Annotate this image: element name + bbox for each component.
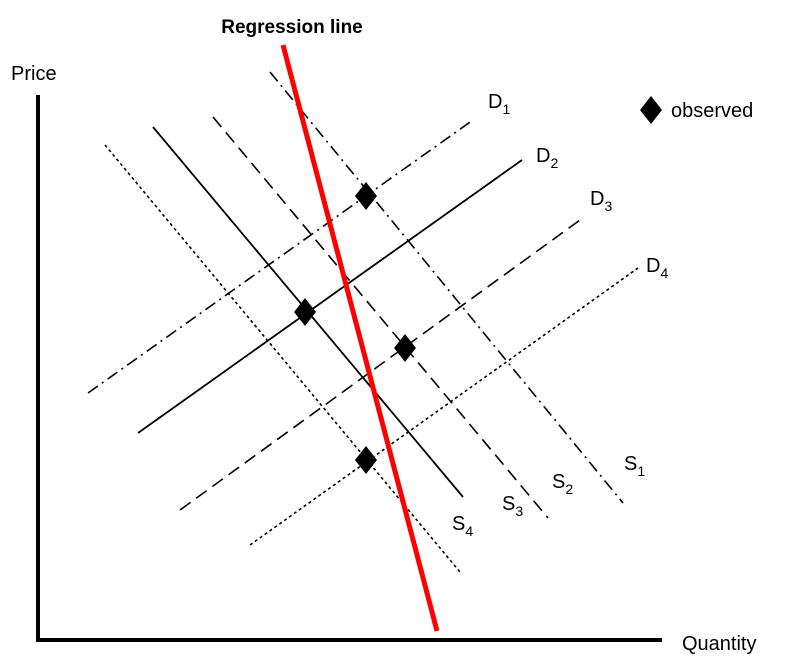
supply-curve-s2 [212,116,549,519]
regression-title: Regression line [221,17,363,38]
x-axis-label: Quantity [682,633,756,655]
y-axis-label: Price [11,63,57,85]
supply-label-s3: S3 [502,493,523,519]
demand-label-d2: D2 [536,145,558,171]
supply-label-s1: S1 [624,453,645,479]
demand-curve-d4 [249,267,639,546]
supply-curve-s1 [269,71,624,504]
demand-label-d1: D1 [488,91,510,117]
diamond-icon [640,96,662,124]
observed-point-d4-s4 [355,446,377,474]
demand-label-d3: D3 [590,188,612,214]
observed-point-d2-s3 [294,298,316,326]
demand-curve-d3 [179,219,581,511]
observed-point-d3-s2 [394,334,416,362]
legend: observed [640,96,753,124]
legend-label: observed [671,100,753,122]
regression-line [280,44,440,632]
supply-label-s2: S2 [552,471,573,497]
demand-label-d4: D4 [646,255,668,281]
supply-label-s4: S4 [452,513,473,539]
demand-curve-d2 [137,159,523,434]
demand-curve-d1 [87,119,474,394]
observed-point-d1-s1 [355,182,377,210]
